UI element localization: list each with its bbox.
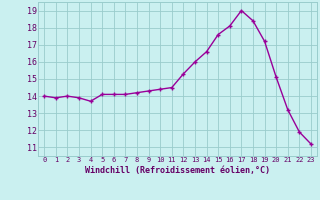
X-axis label: Windchill (Refroidissement éolien,°C): Windchill (Refroidissement éolien,°C)	[85, 166, 270, 175]
